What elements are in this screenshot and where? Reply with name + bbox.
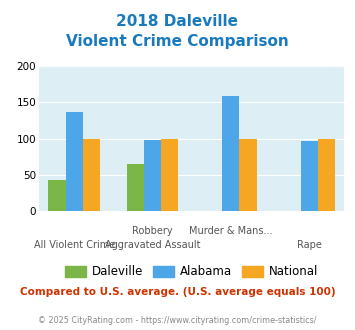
Text: Violent Crime Comparison: Violent Crime Comparison	[66, 34, 289, 49]
Text: Robbery: Robbery	[132, 226, 173, 237]
Bar	[318, 139, 335, 211]
Text: 2018 Daleville: 2018 Daleville	[116, 14, 239, 29]
Text: Compared to U.S. average. (U.S. average equals 100): Compared to U.S. average. (U.S. average …	[20, 287, 335, 297]
Bar	[48, 180, 66, 211]
Text: Aggravated Assault: Aggravated Assault	[105, 240, 200, 250]
Text: © 2025 CityRating.com - https://www.cityrating.com/crime-statistics/: © 2025 CityRating.com - https://www.city…	[38, 315, 317, 325]
Bar	[240, 139, 257, 211]
Bar	[161, 139, 179, 211]
Bar	[222, 96, 240, 211]
Legend: Daleville, Alabama, National: Daleville, Alabama, National	[60, 261, 323, 283]
Text: Rape: Rape	[297, 240, 322, 250]
Bar	[301, 141, 318, 211]
Text: Murder & Mans...: Murder & Mans...	[189, 226, 273, 237]
Bar	[144, 140, 161, 211]
Text: All Violent Crime: All Violent Crime	[34, 240, 115, 250]
Bar	[83, 139, 100, 211]
Bar	[66, 113, 83, 211]
Bar	[127, 164, 144, 211]
